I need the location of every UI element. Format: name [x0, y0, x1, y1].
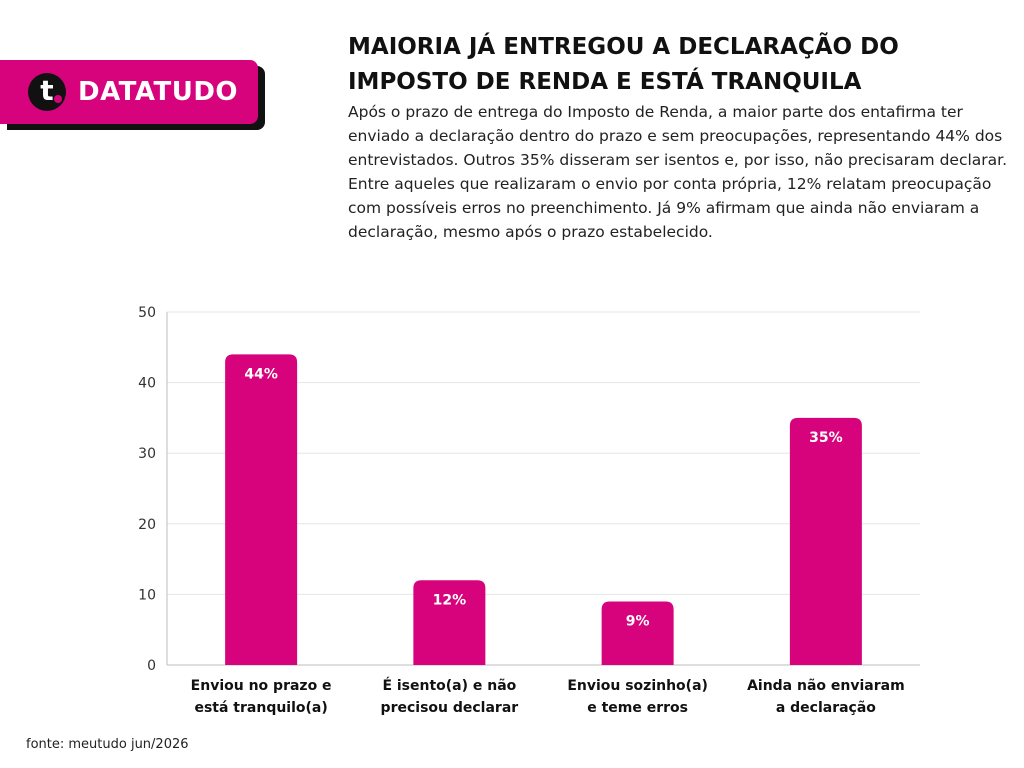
- y-tick-label: 0: [147, 658, 156, 674]
- y-tick-label: 10: [138, 587, 156, 603]
- category-label: É isento(a) e não: [382, 677, 516, 694]
- category-label: e teme erros: [587, 700, 688, 716]
- category-label: está tranquilo(a): [194, 700, 327, 716]
- category-label: precisou declarar: [381, 700, 519, 716]
- brand-name: DATATUDO: [78, 77, 239, 107]
- y-tick-label: 40: [138, 376, 156, 392]
- logo-dot: [54, 95, 62, 103]
- page-title: MAIORIA JÁ ENTREGOU A DECLARAÇÃO DO IMPO…: [348, 34, 899, 95]
- category-label: Enviou sozinho(a): [567, 678, 708, 694]
- source-note: fonte: meutudo jun/2026: [26, 737, 189, 752]
- brand-logo: t DATATUDO: [0, 60, 258, 124]
- category-label: Ainda não enviaram: [747, 678, 905, 694]
- y-tick-label: 50: [138, 305, 156, 321]
- page-subtitle: Após o prazo de entrega do Imposto de Re…: [348, 103, 1008, 241]
- bar: [601, 601, 674, 665]
- logo-mark-icon: t: [28, 73, 66, 111]
- data-label: 35%: [809, 430, 843, 446]
- category-label: a declaração: [776, 700, 876, 716]
- logo-mark-letter: t: [40, 74, 54, 107]
- category-label: Enviou no prazo e: [191, 678, 332, 694]
- bar: [413, 580, 486, 665]
- bar: [225, 354, 298, 665]
- y-tick-label: 30: [138, 446, 156, 462]
- data-label: 12%: [433, 592, 467, 608]
- data-label: 9%: [626, 613, 650, 629]
- data-label: 44%: [244, 366, 278, 382]
- bar: [789, 417, 862, 665]
- y-tick-label: 20: [138, 517, 156, 533]
